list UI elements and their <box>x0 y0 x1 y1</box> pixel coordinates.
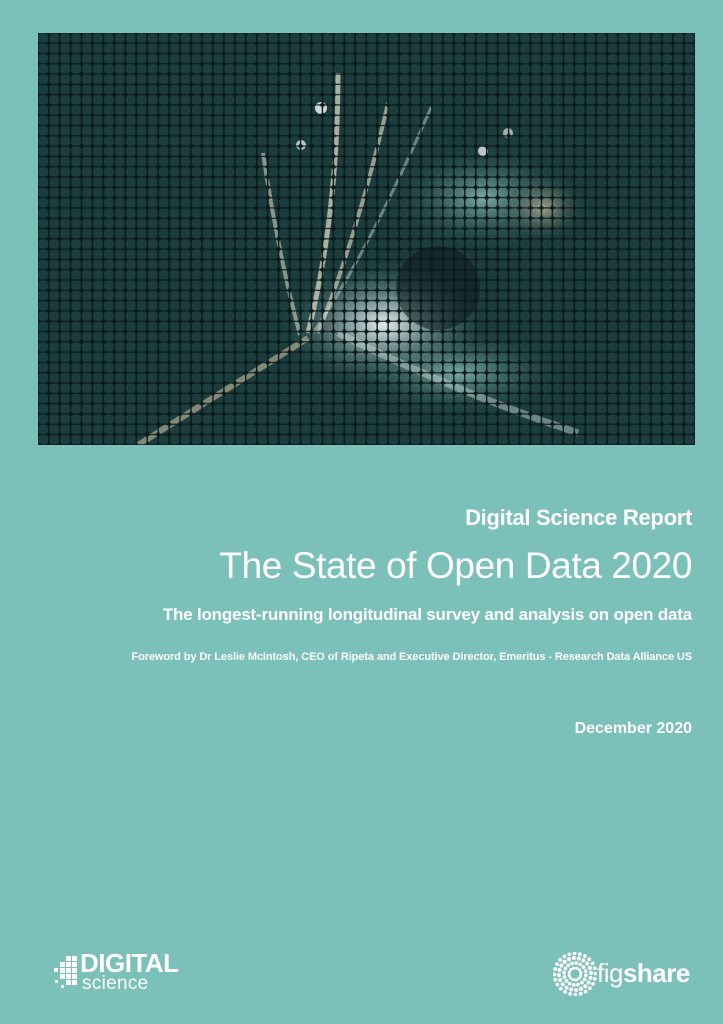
figshare-dot <box>553 967 557 971</box>
figshare-dot <box>593 971 597 976</box>
figshare-dot <box>569 968 573 972</box>
figshare-dot <box>583 954 587 958</box>
figshare-dot <box>581 958 586 963</box>
report-foreword: Foreword by Dr Leslie McIntosh, CEO of R… <box>131 651 692 663</box>
figshare-dot <box>566 957 572 962</box>
figshare-dot <box>574 978 578 982</box>
figshare-dot <box>583 969 588 973</box>
figshare-dot <box>578 991 583 996</box>
figshare-dot <box>575 966 579 970</box>
figshare-dot <box>592 966 597 971</box>
figshare-dot <box>560 982 565 987</box>
figshare-dot <box>567 970 571 974</box>
figshare-dot <box>558 977 563 983</box>
figshare-dot <box>574 987 579 993</box>
figshare-dot <box>567 952 572 957</box>
figshare-dot <box>562 959 567 964</box>
figshare-dot <box>562 954 567 959</box>
figshare-dot <box>569 987 574 992</box>
figshare-dot <box>587 957 592 962</box>
figshare-dot <box>577 976 581 980</box>
figshare-dot <box>579 974 583 978</box>
figshare-logo-fig: fig <box>597 958 623 988</box>
figshare-dot <box>553 977 558 982</box>
figshare-dot <box>570 961 574 966</box>
figshare-dot <box>564 985 569 990</box>
figshare-dot <box>571 955 576 961</box>
report-series: Digital Science Report <box>465 505 692 530</box>
digital-science-pixel-icon <box>54 956 77 988</box>
figshare-logo-word: figshare <box>597 958 690 988</box>
figshare-dot <box>587 986 592 991</box>
figshare-dot <box>579 971 583 975</box>
figshare-dot <box>572 952 577 956</box>
figshare-dot <box>572 966 576 970</box>
figshare-dot <box>581 965 586 970</box>
figshare-dot <box>562 970 566 975</box>
figshare-dot <box>576 956 581 961</box>
figshare-dot <box>567 973 571 977</box>
figshare-dot <box>563 966 568 971</box>
figshare-logo: figshare <box>553 952 698 996</box>
figshare-dot <box>567 981 572 986</box>
figshare-dot <box>555 982 560 987</box>
figshare-dot <box>555 962 559 966</box>
report-date: December 2020 <box>574 720 692 737</box>
figshare-dot <box>568 992 572 996</box>
figshare-dot <box>586 980 591 985</box>
figshare-dot <box>578 962 583 967</box>
figshare-dot <box>571 983 576 987</box>
figshare-dot <box>579 980 584 985</box>
figshare-dot <box>566 963 571 968</box>
figshare-dot <box>585 961 590 966</box>
figshare-logo-share: share <box>622 958 690 988</box>
figshare-dot <box>578 986 584 991</box>
digital-science-logo-word2: science <box>82 973 149 994</box>
figshare-dot <box>558 986 563 991</box>
figshare-dot <box>578 952 582 956</box>
figshare-dot <box>582 977 587 982</box>
figshare-dot <box>584 973 588 978</box>
figshare-dot <box>556 973 562 978</box>
figshare-radial-dots-icon <box>553 952 597 996</box>
figshare-dot <box>571 978 575 982</box>
report-title: The State of Open Data 2020 <box>219 545 692 586</box>
figshare-dot <box>553 972 557 977</box>
figshare-dot <box>587 965 592 971</box>
digital-science-logo-word1: DIGITAL <box>80 948 179 978</box>
figshare-dot <box>583 984 588 989</box>
cover-image <box>38 33 695 445</box>
figshare-dot <box>588 970 594 975</box>
figshare-dot <box>583 989 588 994</box>
figshare-dot <box>577 968 581 972</box>
figshare-dot <box>559 963 564 968</box>
digital-science-logo: DIGITAL science <box>52 950 202 996</box>
figshare-dot <box>590 961 595 966</box>
figshare-dot <box>564 978 569 983</box>
figshare-dot <box>576 982 580 987</box>
figshare-dot <box>562 975 567 979</box>
figshare-dot <box>563 990 567 994</box>
figshare-dot <box>591 982 595 986</box>
figshare-dot <box>574 961 579 965</box>
figshare-dot <box>573 992 578 996</box>
figshare-dot <box>593 977 597 981</box>
figshare-dot <box>569 976 573 980</box>
report-subtitle: The longest-running longitudinal survey … <box>162 605 692 624</box>
figshare-dot <box>557 968 562 973</box>
figshare-dot <box>558 957 563 962</box>
figshare-dot <box>588 975 593 980</box>
